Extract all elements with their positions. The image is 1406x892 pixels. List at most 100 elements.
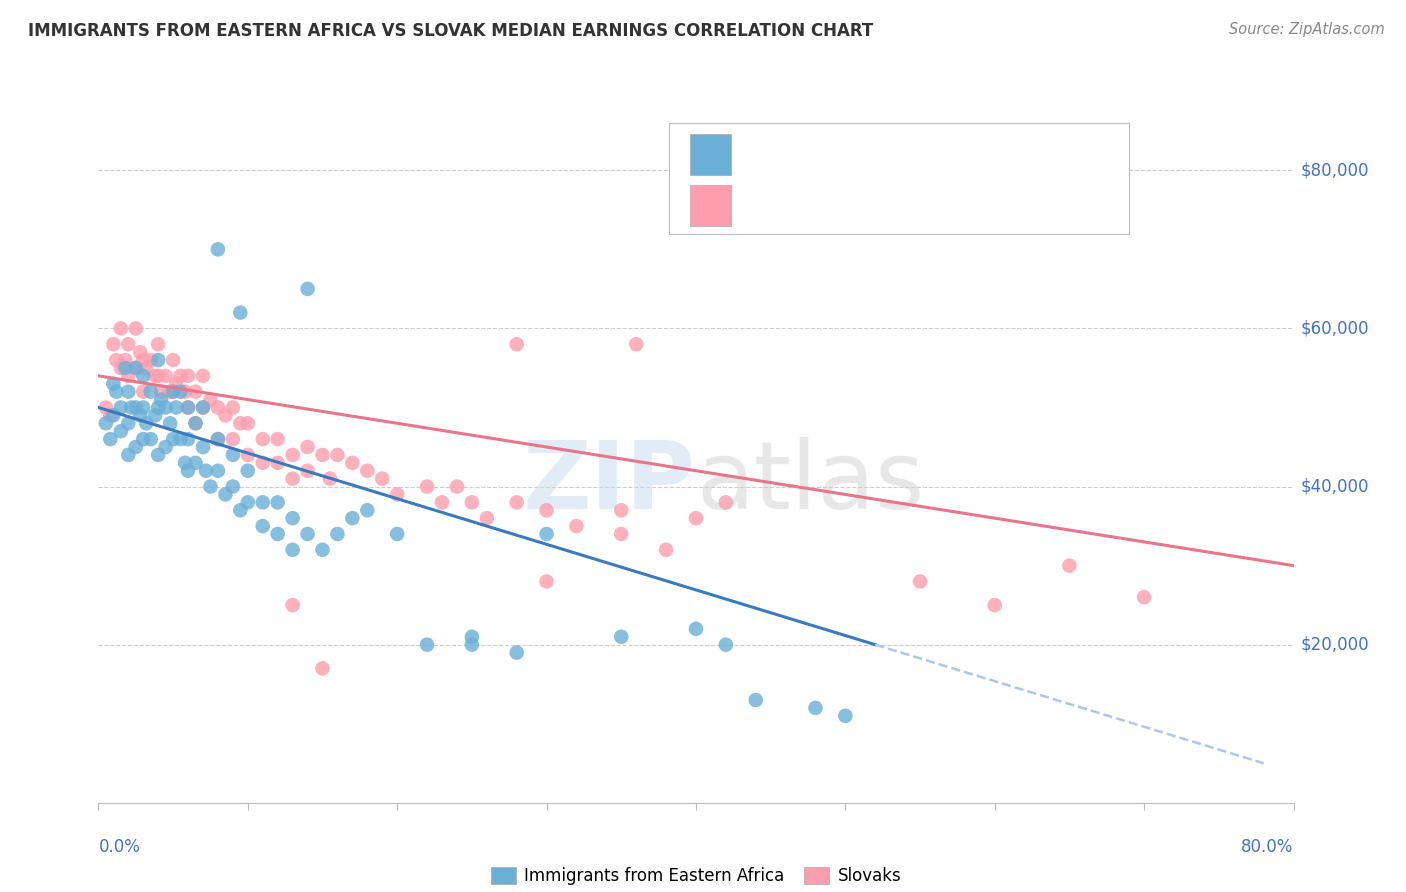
- Point: [143, 368, 166, 383]
- Point: [236, 464, 259, 478]
- Point: [610, 630, 633, 644]
- Point: [191, 440, 214, 454]
- Point: [110, 401, 132, 415]
- Point: [207, 464, 229, 478]
- Point: [94, 417, 117, 431]
- Point: [342, 456, 364, 470]
- Point: [132, 401, 155, 415]
- Point: [98, 432, 122, 446]
- Point: [1133, 591, 1156, 605]
- Point: [162, 353, 184, 368]
- Point: [983, 598, 1005, 612]
- Point: [207, 432, 229, 446]
- Point: [506, 646, 529, 660]
- Point: [371, 472, 394, 486]
- Point: [461, 630, 484, 644]
- Point: [311, 661, 333, 675]
- Point: [229, 503, 252, 517]
- Point: [125, 361, 148, 376]
- Point: [94, 401, 117, 415]
- Point: [311, 542, 333, 557]
- Point: [281, 542, 304, 557]
- Point: [117, 384, 139, 399]
- Point: [222, 448, 245, 462]
- Point: [159, 384, 181, 399]
- Point: [174, 456, 197, 470]
- Point: [132, 432, 155, 446]
- Legend: Immigrants from Eastern Africa, Slovaks: Immigrants from Eastern Africa, Slovaks: [484, 861, 908, 892]
- Point: [148, 401, 170, 415]
- Point: [281, 472, 304, 486]
- Point: [114, 353, 136, 368]
- Point: [745, 693, 768, 707]
- Point: [162, 384, 184, 399]
- Point: [177, 401, 200, 415]
- Point: [214, 487, 236, 501]
- Point: [461, 638, 484, 652]
- Point: [297, 282, 319, 296]
- Point: [610, 503, 633, 517]
- Point: [446, 479, 468, 493]
- Point: [165, 401, 187, 415]
- Text: 80.0%: 80.0%: [1241, 838, 1294, 856]
- Point: [714, 495, 737, 509]
- Point: [184, 384, 207, 399]
- Point: [229, 417, 252, 431]
- Text: -0.308: -0.308: [799, 196, 859, 214]
- Point: [207, 432, 229, 446]
- Point: [267, 527, 290, 541]
- Point: [297, 440, 319, 454]
- Point: [385, 487, 409, 501]
- Point: [169, 368, 191, 383]
- Point: [159, 417, 181, 431]
- Point: [143, 409, 166, 423]
- Point: [117, 417, 139, 431]
- Point: [461, 495, 484, 509]
- Point: [297, 464, 319, 478]
- Point: [148, 448, 170, 462]
- Point: [150, 392, 173, 407]
- Point: [385, 527, 409, 541]
- Point: [125, 321, 148, 335]
- Point: [685, 511, 707, 525]
- Point: [117, 337, 139, 351]
- Point: [252, 456, 274, 470]
- Point: [267, 495, 290, 509]
- Point: [311, 448, 333, 462]
- Point: [139, 384, 162, 399]
- Point: [155, 368, 177, 383]
- Point: [184, 456, 207, 470]
- Point: [139, 353, 162, 368]
- Point: [148, 368, 170, 383]
- Point: [267, 456, 290, 470]
- Point: [110, 361, 132, 376]
- Point: [506, 337, 529, 351]
- Point: [110, 424, 132, 438]
- Text: atlas: atlas: [696, 437, 924, 529]
- Point: [297, 527, 319, 541]
- Point: [281, 511, 304, 525]
- Point: [430, 495, 453, 509]
- Point: [506, 495, 529, 509]
- Point: [191, 368, 214, 383]
- Point: [222, 479, 245, 493]
- Text: 0.0%: 0.0%: [98, 838, 141, 856]
- Text: R =: R =: [749, 145, 786, 163]
- Point: [132, 384, 155, 399]
- Point: [105, 384, 128, 399]
- Point: [139, 432, 162, 446]
- Point: [155, 401, 177, 415]
- Point: [110, 321, 132, 335]
- Text: IMMIGRANTS FROM EASTERN AFRICA VS SLOVAK MEDIAN EARNINGS CORRELATION CHART: IMMIGRANTS FROM EASTERN AFRICA VS SLOVAK…: [28, 22, 873, 40]
- Point: [125, 440, 148, 454]
- Text: N = 79: N = 79: [945, 196, 1007, 214]
- Point: [356, 503, 378, 517]
- Point: [416, 638, 439, 652]
- Text: R =: R =: [749, 196, 786, 214]
- Point: [342, 511, 364, 525]
- Point: [162, 432, 184, 446]
- Point: [135, 417, 157, 431]
- Point: [177, 464, 200, 478]
- Point: [125, 401, 148, 415]
- Point: [169, 432, 191, 446]
